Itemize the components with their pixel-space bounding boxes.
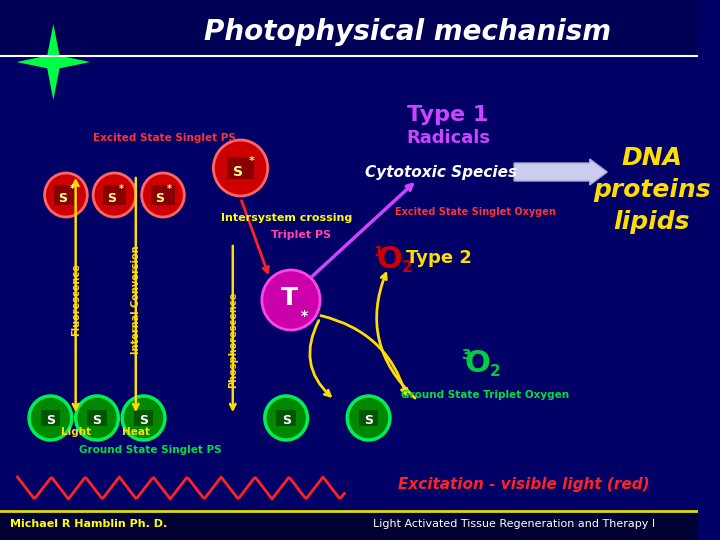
- Text: Light Activated Tissue Regeneration and Therapy I: Light Activated Tissue Regeneration and …: [373, 519, 655, 529]
- Bar: [227, 157, 254, 179]
- Bar: [41, 410, 60, 426]
- Bar: [276, 410, 296, 426]
- Circle shape: [262, 270, 320, 330]
- Circle shape: [213, 140, 268, 196]
- Bar: [87, 410, 107, 426]
- Bar: [54, 185, 78, 205]
- Text: S: S: [364, 414, 373, 427]
- Text: S: S: [107, 192, 116, 205]
- Bar: [0, 511, 698, 540]
- Text: O: O: [464, 348, 490, 377]
- Text: Photophysical mechanism: Photophysical mechanism: [204, 18, 611, 46]
- Text: Light: Light: [60, 427, 91, 437]
- Circle shape: [122, 396, 165, 440]
- Text: Excited State Singlet PS: Excited State Singlet PS: [94, 133, 236, 143]
- Text: Intersystem crossing: Intersystem crossing: [220, 213, 352, 223]
- Text: 2: 2: [490, 363, 500, 379]
- Circle shape: [29, 396, 72, 440]
- Text: Heat: Heat: [122, 427, 150, 437]
- Text: Radicals: Radicals: [406, 129, 490, 147]
- FancyArrow shape: [514, 159, 607, 185]
- Text: 3: 3: [461, 348, 470, 362]
- Bar: [0, 0, 698, 55]
- Text: *: *: [248, 156, 254, 166]
- Text: proteins: proteins: [593, 178, 711, 202]
- Text: 2: 2: [402, 260, 413, 275]
- Circle shape: [93, 173, 136, 217]
- Text: S: S: [46, 414, 55, 427]
- Text: S: S: [92, 414, 102, 427]
- Circle shape: [265, 396, 307, 440]
- Circle shape: [76, 396, 118, 440]
- Text: S: S: [156, 192, 165, 205]
- Text: S: S: [139, 414, 148, 427]
- Bar: [359, 410, 378, 426]
- Text: O: O: [377, 246, 403, 274]
- Text: *: *: [71, 184, 76, 194]
- Circle shape: [45, 173, 87, 217]
- Text: S: S: [282, 414, 291, 427]
- Text: Type 2: Type 2: [407, 249, 472, 267]
- Text: Excited State Singlet Oxygen: Excited State Singlet Oxygen: [395, 207, 556, 217]
- Text: *: *: [119, 184, 124, 194]
- Circle shape: [142, 173, 184, 217]
- Text: Ground State Singlet PS: Ground State Singlet PS: [79, 445, 222, 455]
- Text: S: S: [58, 192, 68, 205]
- Text: lipids: lipids: [613, 210, 690, 234]
- Text: Type 1: Type 1: [408, 105, 489, 125]
- Text: Internal Conversion: Internal Conversion: [131, 246, 141, 354]
- Text: Ground State Triplet Oxygen: Ground State Triplet Oxygen: [401, 390, 569, 400]
- Text: T: T: [281, 286, 297, 310]
- Text: Phosphorescence: Phosphorescence: [228, 292, 238, 388]
- PathPatch shape: [17, 24, 90, 100]
- Bar: [134, 410, 153, 426]
- Circle shape: [347, 396, 390, 440]
- Text: 1: 1: [374, 245, 383, 259]
- Text: Excitation - visible light (red): Excitation - visible light (red): [398, 476, 649, 491]
- Text: Cytotoxic Species: Cytotoxic Species: [365, 165, 518, 179]
- Text: S: S: [233, 165, 243, 179]
- Text: *: *: [167, 184, 172, 194]
- Text: Fluorescence: Fluorescence: [71, 264, 81, 336]
- Bar: [151, 185, 174, 205]
- Text: Michael R Hamblin Ph. D.: Michael R Hamblin Ph. D.: [9, 519, 167, 529]
- Text: *: *: [301, 309, 308, 323]
- Text: DNA: DNA: [621, 146, 683, 170]
- Text: Triplet PS: Triplet PS: [271, 230, 330, 240]
- Bar: [103, 185, 126, 205]
